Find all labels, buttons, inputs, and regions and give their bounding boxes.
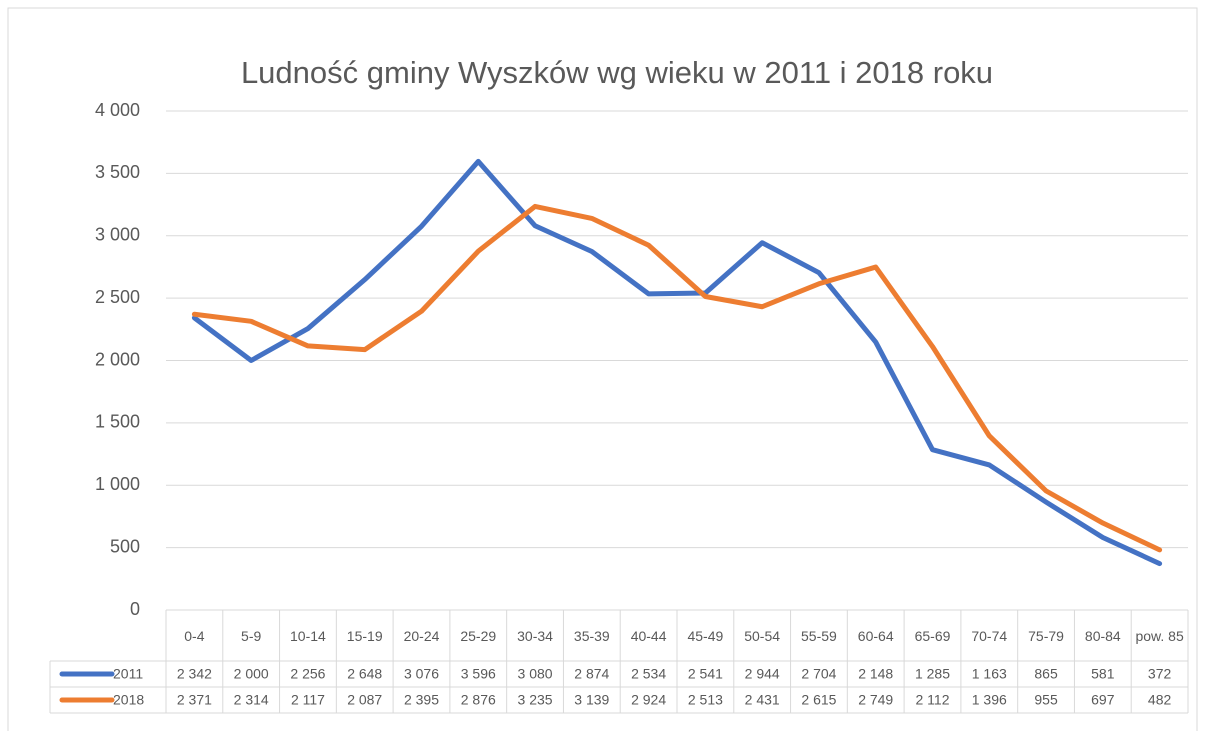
- data-label: 2 704: [801, 666, 836, 682]
- x-tick-label: 65-69: [914, 627, 951, 644]
- x-tick-label-box: pow. 85: [1135, 627, 1184, 644]
- line: [191, 158, 1163, 567]
- x-tick-label: 75-79: [1028, 627, 1064, 644]
- data-label: 482: [1148, 692, 1172, 708]
- data-label: 865: [1034, 666, 1058, 682]
- data-label: 1 163: [972, 666, 1007, 682]
- data-label: 2 000: [234, 666, 269, 682]
- data-label: 2 342: [177, 666, 212, 682]
- data-label: 2 924: [631, 692, 666, 708]
- y-tick-label: 2 500: [95, 287, 140, 307]
- data-label: 3 596: [461, 666, 496, 682]
- x-tick-label-box: 75-79: [1028, 627, 1064, 644]
- legend-label: 2011: [113, 666, 143, 682]
- y-tick-label: 3 000: [95, 225, 140, 245]
- x-tick-label: 25-29: [460, 627, 497, 644]
- legend-label: 2018: [113, 692, 144, 708]
- x-tick-label-box: 70-74: [971, 627, 1008, 644]
- data-label: 581: [1091, 666, 1115, 682]
- data-label: 3 080: [518, 666, 553, 682]
- x-tick-label-box: 15-19: [346, 627, 383, 644]
- x-tick-label-box: 45-49: [687, 627, 724, 644]
- y-tick-label: 500: [110, 536, 140, 556]
- y-tick-label: 0: [130, 599, 140, 619]
- data-label: 1 285: [915, 666, 950, 682]
- data-label: 3 139: [574, 692, 609, 708]
- y-tick-label: 1 500: [95, 412, 140, 432]
- data-label: 2 944: [745, 666, 780, 682]
- y-tick-label: 3 500: [95, 162, 140, 182]
- data-label: 1 396: [972, 692, 1007, 708]
- x-tick-label: 30-34: [517, 627, 553, 644]
- x-tick-label: 45-49: [687, 627, 724, 644]
- x-tick-label: 35-39: [573, 627, 610, 644]
- x-tick-label: 55-59: [801, 627, 837, 644]
- data-label: 2 112: [916, 692, 950, 708]
- chart-frame: [7, 7, 1198, 736]
- x-tick-label: 60-64: [857, 627, 894, 644]
- x-tick-label-box: 80-84: [1084, 627, 1121, 644]
- line: [191, 203, 1163, 553]
- data-label: 2 087: [347, 692, 382, 708]
- data-label: 3 076: [404, 666, 439, 682]
- y-tick-label: 2 000: [95, 349, 140, 369]
- x-tick-label-box: 25-29: [460, 627, 497, 644]
- data-label: 2 513: [688, 692, 723, 708]
- data-label: 2 371: [177, 692, 212, 708]
- data-label: 2 148: [858, 666, 893, 682]
- x-tick-label-box: 20-24: [403, 627, 440, 644]
- x-tick-label-box: 65-69: [914, 627, 951, 644]
- x-tick-label-box: 30-34: [517, 627, 553, 644]
- x-tick-label: 40-44: [630, 627, 667, 644]
- data-label: 372: [1148, 666, 1172, 682]
- x-tick-label: pow. 85: [1135, 627, 1184, 644]
- data-label: 2 256: [290, 666, 325, 682]
- data-label: 2 314: [234, 692, 269, 708]
- x-tick-label: 20-24: [403, 627, 440, 644]
- data-label: 2 117: [291, 692, 325, 708]
- x-tick-label-box: 35-39: [573, 627, 610, 644]
- data-label: 2 534: [631, 666, 666, 682]
- y-tick-label: 1 000: [95, 474, 140, 494]
- data-label: 2 395: [404, 692, 439, 708]
- x-tick-label: 0-4: [184, 627, 205, 644]
- x-tick-label-box: 60-64: [857, 627, 894, 644]
- x-tick-label: 80-84: [1084, 627, 1121, 644]
- x-tick-label-box: 10-14: [290, 627, 326, 644]
- x-tick-label-box: 50-54: [744, 627, 781, 644]
- chart-title: Ludność gminy Wyszków wg wieku w 2011 i …: [241, 55, 993, 90]
- data-label: 2 876: [461, 692, 496, 708]
- x-tick-label-box: 0-4: [184, 627, 205, 644]
- x-tick-label: 10-14: [290, 627, 326, 644]
- y-tick-label: 4 000: [95, 100, 140, 120]
- data-label: 2 749: [858, 692, 893, 708]
- data-label: 2 615: [801, 692, 836, 708]
- x-tick-label: 5-9: [241, 627, 262, 644]
- data-label: 2 431: [745, 692, 780, 708]
- data-label: 3 235: [518, 692, 553, 708]
- x-tick-label: 50-54: [744, 627, 781, 644]
- x-tick-label: 70-74: [971, 627, 1008, 644]
- data-label: 2 648: [347, 666, 382, 682]
- x-tick-label-box: 55-59: [801, 627, 837, 644]
- data-label: 697: [1091, 692, 1115, 708]
- data-label: 2 874: [574, 666, 609, 682]
- x-tick-label-box: 5-9: [241, 627, 262, 644]
- x-tick-label: 15-19: [346, 627, 383, 644]
- x-tick-label-box: 40-44: [630, 627, 667, 644]
- data-label: 2 541: [688, 666, 723, 682]
- data-label: 955: [1034, 692, 1058, 708]
